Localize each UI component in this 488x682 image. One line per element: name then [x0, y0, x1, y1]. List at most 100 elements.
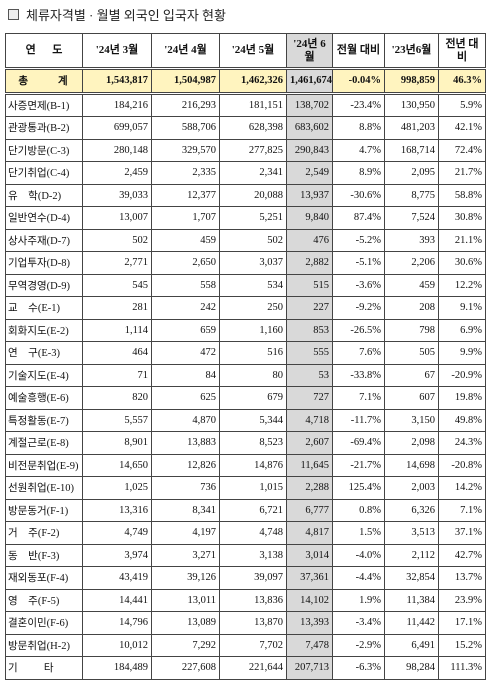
- column-header: '24년 5월: [219, 33, 287, 70]
- cell: 1,543,817: [82, 68, 152, 95]
- cell: -6.3%: [332, 656, 385, 680]
- cell: 7.1%: [438, 498, 486, 522]
- cell: 12.2%: [438, 273, 486, 297]
- cell: 277,825: [219, 138, 287, 162]
- cell: 2,771: [82, 251, 152, 275]
- data-row: 기술지도(E-4) 71 84 80 53 -33.8% 67 -20.9%: [5, 363, 486, 387]
- cell: 2,112: [384, 543, 439, 567]
- cell: 280,148: [82, 138, 152, 162]
- row-label: 일반연수(D-4): [5, 206, 83, 230]
- cell: 181,151: [219, 92, 287, 117]
- cell: -30.6%: [332, 183, 385, 207]
- cell: 7.6%: [332, 341, 385, 365]
- data-row: 특정활동(E-7) 5,557 4,870 5,344 4,718 -11.7% 3,150…: [5, 408, 486, 432]
- data-row: 단기취업(C-4) 2,459 2,335 2,341 2,549 8.9% 2,095 21…: [5, 161, 486, 185]
- cell: 3,138: [219, 543, 287, 567]
- cell: 7,702: [219, 633, 287, 657]
- cell: 4,748: [219, 521, 287, 545]
- cell: 588,706: [151, 116, 220, 140]
- column-header: '24년 6월: [286, 33, 333, 70]
- cell: 37.1%: [438, 521, 486, 545]
- cell: 42.7%: [438, 543, 486, 567]
- row-label: 기 타: [5, 656, 83, 680]
- cell: 853: [286, 318, 333, 342]
- table-body: 연 도 '24년 3월 '24년 4월 '24년 5월 '24년 6월 전월 대비 '23년…: [5, 33, 486, 680]
- cell: 476: [286, 228, 333, 252]
- cell: 67: [384, 363, 439, 387]
- row-label: 사증면제(B-1): [5, 92, 83, 117]
- cell: 8,775: [384, 183, 439, 207]
- cell: 9,840: [286, 206, 333, 230]
- cell: 20,088: [219, 183, 287, 207]
- cell: 6,326: [384, 498, 439, 522]
- cell: -2.9%: [332, 633, 385, 657]
- cell: 11,384: [384, 588, 439, 612]
- cell: 2,549: [286, 161, 333, 185]
- column-header: 전년 대비: [438, 33, 486, 70]
- cell: 6.9%: [438, 318, 486, 342]
- cell: 3,037: [219, 251, 287, 275]
- cell: -20.8%: [438, 453, 486, 477]
- cell: 659: [151, 318, 220, 342]
- data-row: 선원취업(E-10) 1,025 736 1,015 2,288 125.4% 2,003 1…: [5, 476, 486, 500]
- cell: 9.1%: [438, 296, 486, 320]
- data-row: 교 수(E-1) 281 242 250 227 -9.2% 208 9.1%: [5, 296, 486, 320]
- row-label: 관광통과(B-2): [5, 116, 83, 140]
- cell: -69.4%: [332, 431, 385, 455]
- header-row: 연 도 '24년 3월 '24년 4월 '24년 5월 '24년 6월 전월 대비 '23년…: [5, 33, 486, 70]
- cell: 13,316: [82, 498, 152, 522]
- cell: 4,749: [82, 521, 152, 545]
- data-row: 방문동거(F-1) 13,316 8,341 6,721 6,777 0.8% 6,326 7…: [5, 498, 486, 522]
- cell: 534: [219, 273, 287, 297]
- cell: -3.6%: [332, 273, 385, 297]
- cell: 3,150: [384, 408, 439, 432]
- cell: 4.7%: [332, 138, 385, 162]
- cell: -3.4%: [332, 611, 385, 635]
- cell: 208: [384, 296, 439, 320]
- cell: 221,644: [219, 656, 287, 680]
- data-row: 영 주(F-5) 14,441 13,011 13,836 14,102 1.9% 11,3…: [5, 588, 486, 612]
- cell: 2,098: [384, 431, 439, 455]
- data-row: 회화지도(E-2) 1,114 659 1,160 853 -26.5% 798 6.9%: [5, 318, 486, 342]
- cell: 8.9%: [332, 161, 385, 185]
- cell: 111.3%: [438, 656, 486, 680]
- cell: 80: [219, 363, 287, 387]
- cell: 14,796: [82, 611, 152, 635]
- data-row: 비전문취업(E-9) 14,650 12,826 14,876 11,645 -21.7%…: [5, 453, 486, 477]
- cell: 281: [82, 296, 152, 320]
- data-table: 연 도 '24년 3월 '24년 4월 '24년 5월 '24년 6월 전월 대비 '23년…: [5, 33, 486, 680]
- row-label: 단기취업(C-4): [5, 161, 83, 185]
- cell: 699,057: [82, 116, 152, 140]
- cell: 558: [151, 273, 220, 297]
- cell: 4,870: [151, 408, 220, 432]
- row-label: 유 학(D-2): [5, 183, 83, 207]
- cell: -21.7%: [332, 453, 385, 477]
- cell: 625: [151, 386, 220, 410]
- cell: 125.4%: [332, 476, 385, 500]
- cell: 12,377: [151, 183, 220, 207]
- cell: 290,843: [286, 138, 333, 162]
- cell: 8,901: [82, 431, 152, 455]
- cell: 1.5%: [332, 521, 385, 545]
- cell: 7,292: [151, 633, 220, 657]
- cell: 5,251: [219, 206, 287, 230]
- cell: 4,817: [286, 521, 333, 545]
- cell: 14,876: [219, 453, 287, 477]
- data-row: 기업투자(D-8) 2,771 2,650 3,037 2,882 -5.1% 2,206 3…: [5, 251, 486, 275]
- cell: 250: [219, 296, 287, 320]
- cell: 32,854: [384, 566, 439, 590]
- row-label: 거 주(F-2): [5, 521, 83, 545]
- cell: 2,288: [286, 476, 333, 500]
- cell: 53: [286, 363, 333, 387]
- cell: 43,419: [82, 566, 152, 590]
- cell: 555: [286, 341, 333, 365]
- row-label: 기술지도(E-4): [5, 363, 83, 387]
- cell: 15.2%: [438, 633, 486, 657]
- cell: 8,523: [219, 431, 287, 455]
- cell: 30.8%: [438, 206, 486, 230]
- cell: -9.2%: [332, 296, 385, 320]
- cell: 502: [82, 228, 152, 252]
- cell: 49.8%: [438, 408, 486, 432]
- cell: 14.2%: [438, 476, 486, 500]
